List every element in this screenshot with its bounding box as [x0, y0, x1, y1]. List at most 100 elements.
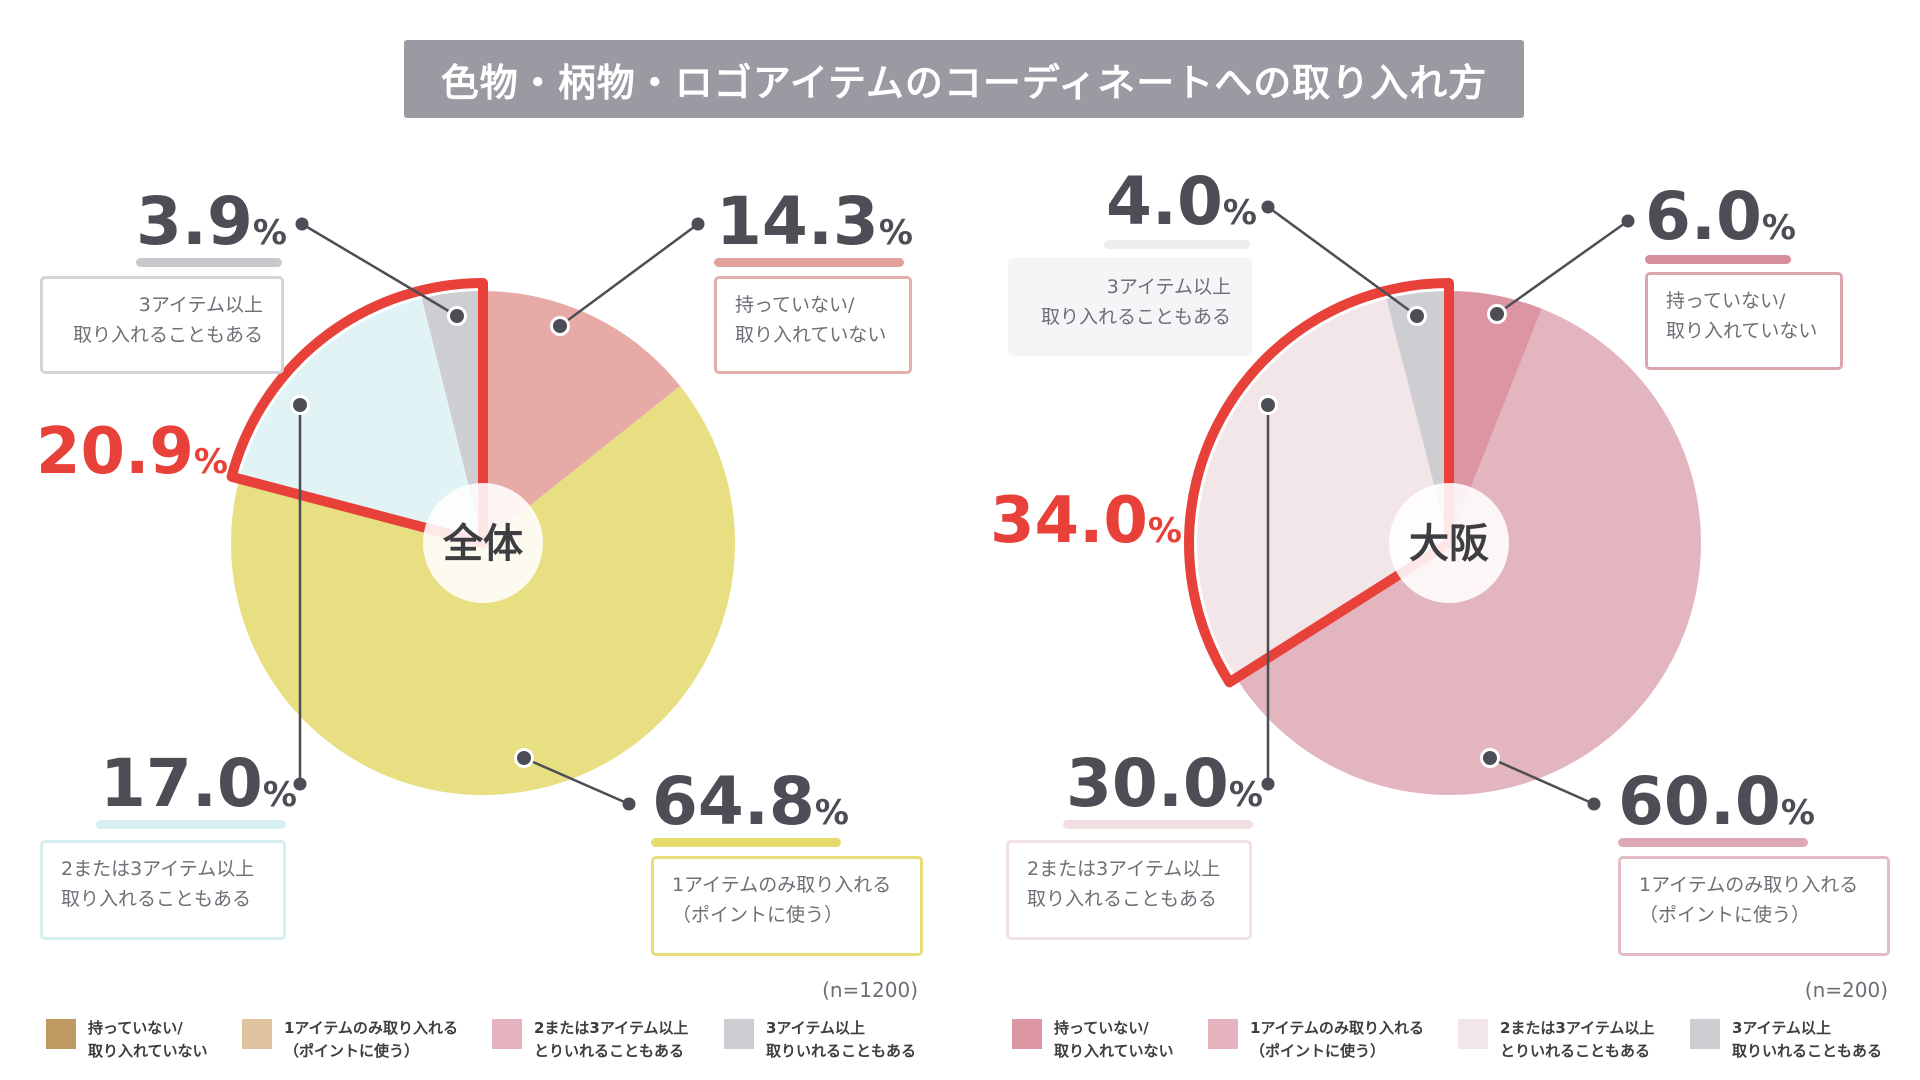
center-circle	[1389, 483, 1509, 603]
value-underline	[96, 820, 286, 829]
legend-text-line: （ポイントに使う）	[1250, 1042, 1386, 1060]
legend-key: 2または3アイテム以上 とりいれることもある	[492, 1017, 688, 1063]
leader-dot	[1480, 748, 1500, 768]
value-label: 3.9%	[136, 183, 287, 260]
pie-chart-1: 全体 14.3% 64.8% 17.0% 3.9% 20.9%	[36, 183, 913, 847]
pie-chart-2: 大阪 6.0% 60.0% 30.0% 4.0% 34.0%	[990, 163, 1815, 847]
category-label-box: 持っていない/取り入れていない	[1645, 272, 1843, 370]
legend-text: 2または3アイテム以上 とりいれることもある	[1500, 1017, 1654, 1063]
legend-key: 持っていない/取り入れていない	[1012, 1017, 1174, 1063]
legend-swatch	[46, 1019, 76, 1049]
value-label: 64.8%	[652, 763, 849, 840]
category-label-box: 持っていない/取り入れていない	[714, 276, 912, 374]
value-label: 4.0%	[1106, 163, 1257, 240]
pie-slice-4	[1386, 291, 1449, 543]
category-label-line: 3アイテム以上	[1106, 276, 1231, 298]
legend-text-line: 1アイテムのみ取り入れる	[1250, 1019, 1424, 1037]
value-underline	[1618, 838, 1808, 847]
leader-line	[301, 222, 458, 318]
pie-slice-1	[1449, 291, 1542, 543]
center-label: 大阪	[1409, 521, 1489, 567]
center-label: 全体	[442, 521, 523, 567]
legend-text-line: 3アイテム以上	[766, 1019, 865, 1037]
category-label-line: 取り入れていない	[735, 324, 887, 346]
legend-text-line: 2または3アイテム以上	[1500, 1019, 1655, 1037]
leader-end-dot	[1621, 214, 1635, 228]
leader-line	[523, 756, 630, 806]
category-label-line: 2または3アイテム以上	[61, 858, 255, 880]
leader-dot	[1487, 304, 1507, 324]
legend-text: 持っていない/取り入れていない	[1054, 1017, 1174, 1063]
legend-swatch	[1458, 1019, 1488, 1049]
category-label-line: 取り入れることもある	[1027, 888, 1218, 910]
value-label: 6.0%	[1645, 178, 1796, 255]
leader-end-dot	[1261, 200, 1275, 214]
legend-text: 1アイテムのみ取り入れる （ポイントに使う）	[1250, 1017, 1424, 1063]
legend-text-line: 持っていない/	[1054, 1019, 1149, 1037]
category-label-box: 2または3アイテム以上 取り入れることもある	[40, 840, 286, 940]
legend-key: 2または3アイテム以上 とりいれることもある	[1458, 1017, 1654, 1063]
highlight-value-label: 34.0%	[990, 484, 1182, 558]
category-label-box: 1アイテムのみ取り入れる （ポイントに使う）	[651, 856, 923, 956]
sample-size-label: (n=200)	[1804, 978, 1888, 1002]
legend-text-line: 取り入れていない	[88, 1042, 208, 1060]
center-circle	[423, 483, 543, 603]
category-label-line: 取り入れることもある	[72, 324, 263, 346]
leader-line	[1496, 219, 1629, 316]
value-underline	[651, 838, 841, 847]
legend-key: 1アイテムのみ取り入れる （ポイントに使う）	[242, 1017, 458, 1063]
value-underline	[1645, 255, 1791, 264]
legend-swatch	[1690, 1019, 1720, 1049]
chart-title: 色物・柄物・ロゴアイテムのコーディネートへの取り入れ方	[404, 40, 1524, 118]
category-label-box: 3アイテム以上取り入れることもある	[40, 276, 284, 374]
category-label-line: 持っていない/	[1666, 290, 1786, 312]
category-label-box: 1アイテムのみ取り入れる （ポイントに使う）	[1618, 856, 1890, 956]
leader-dot	[290, 395, 310, 415]
category-label-line: 取り入れていない	[1666, 320, 1818, 342]
legend-key: 持っていない/取り入れていない	[46, 1017, 208, 1063]
pie-slice-3	[1197, 298, 1449, 679]
leader-dot	[447, 306, 467, 326]
leader-end-dot	[691, 217, 705, 231]
value-label: 60.0%	[1618, 763, 1815, 840]
category-label-line: 1アイテムのみ取り入れる	[1639, 874, 1859, 896]
legend-text-line: 取りいれることもある	[1732, 1042, 1883, 1060]
leader-end-dot	[622, 797, 636, 811]
leader-dot	[1407, 306, 1427, 326]
legend-text: 2または3アイテム以上 とりいれることもある	[534, 1017, 688, 1063]
category-label-box: 2または3アイテム以上 取り入れることもある	[1006, 840, 1252, 940]
legend-key: 3アイテム以上 取りいれることもある	[724, 1017, 916, 1063]
legend-text-line: とりいれることもある	[1500, 1042, 1651, 1060]
value-underline	[1063, 820, 1253, 829]
value-label: 17.0%	[100, 745, 297, 822]
legend-text-line: （ポイントに使う）	[284, 1042, 420, 1060]
leader-line	[559, 222, 699, 328]
legend-text: 持っていない/取り入れていない	[88, 1017, 208, 1063]
leader-dot	[514, 748, 534, 768]
pie-slice-1	[483, 291, 681, 543]
leader-end-dot	[1587, 797, 1601, 811]
legend-text: 3アイテム以上 取りいれることもある	[1732, 1017, 1882, 1063]
highlight-outline	[1184, 278, 1454, 688]
value-underline	[714, 258, 904, 267]
category-label-line: 3アイテム以上	[138, 294, 263, 316]
pie-slice-4	[421, 291, 483, 543]
value-label: 14.3%	[716, 183, 913, 260]
legend-text-line: 1アイテムのみ取り入れる	[284, 1019, 458, 1037]
legend-text-line: 持っていない/	[88, 1019, 183, 1037]
legend-text: 3アイテム以上 取りいれることもある	[766, 1017, 916, 1063]
legend-swatch	[492, 1019, 522, 1049]
category-label-line: 取り入れることもある	[61, 888, 252, 910]
legend-swatch	[1012, 1019, 1042, 1049]
legend-key: 1アイテムのみ取り入れる （ポイントに使う）	[1208, 1017, 1424, 1063]
legend-text-line: 取り入れていない	[1054, 1042, 1174, 1060]
category-label-line: （ポイントに使う）	[672, 904, 844, 926]
legend-swatch	[242, 1019, 272, 1049]
category-label-line: 持っていない/	[735, 294, 855, 316]
legend-key: 3アイテム以上 取りいれることもある	[1690, 1017, 1882, 1063]
category-label-box: 3アイテム以上 取り入れることもある	[1008, 258, 1252, 356]
category-label-line: 1アイテムのみ取り入れる	[672, 874, 892, 896]
leader-end-dot	[293, 777, 307, 791]
highlight-outline	[226, 278, 488, 548]
